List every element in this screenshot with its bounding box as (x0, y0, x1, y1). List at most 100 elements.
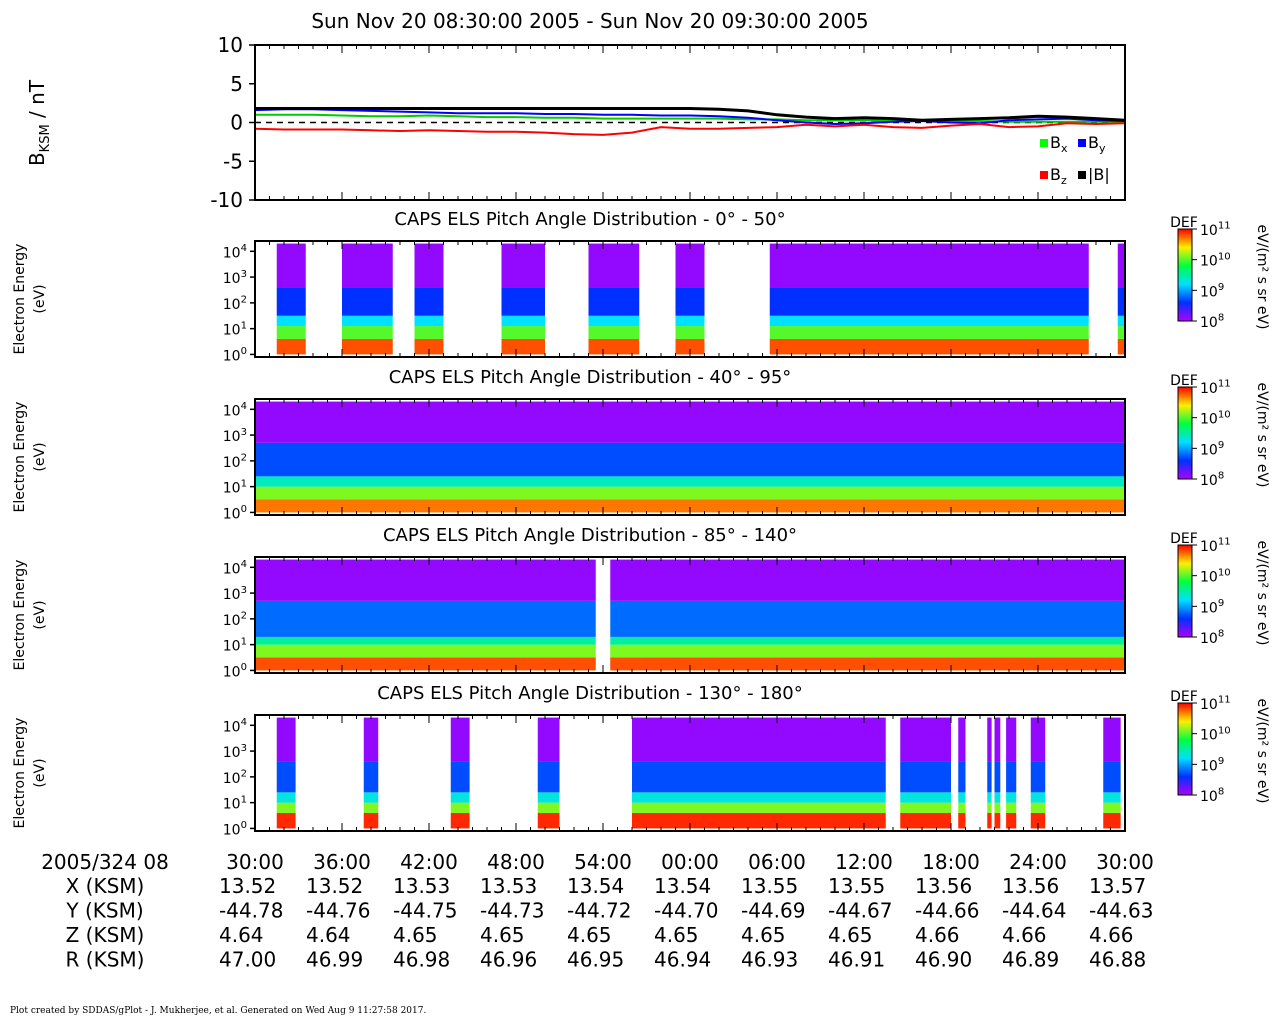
spectrogram-cell (255, 401, 1125, 443)
energy-tick-label: 101 (223, 478, 247, 496)
energy-axis-unit: (eV) (32, 442, 48, 471)
ephemeris-row-label: X (KSM) (66, 874, 145, 898)
spectrogram-cell (501, 315, 545, 327)
energy-tick-label: 104 (223, 243, 247, 261)
energy-tick-label: 101 (223, 320, 247, 338)
time-tick-label: 06:00 (748, 850, 806, 874)
ephemeris-value: 46.98 (393, 948, 450, 972)
spectrogram-cell (1030, 812, 1046, 829)
ephemeris-value: -44.67 (828, 899, 892, 923)
legend-swatch (1040, 139, 1048, 147)
colorbar-tick-label: 108 (1200, 471, 1224, 489)
colorbar (1177, 544, 1193, 638)
ephemeris-value: 4.66 (1002, 923, 1047, 947)
time-tick-label: 36:00 (313, 850, 371, 874)
energy-axis-unit: (eV) (32, 600, 48, 629)
spectrogram-cell (1117, 326, 1125, 339)
spectrogram-cell (610, 644, 1125, 658)
spectrogram-cell (276, 287, 306, 316)
mag-y-tick-label: 5 (230, 72, 243, 96)
spectrogram-cell (1030, 717, 1046, 762)
ephemeris-value: 13.53 (480, 874, 537, 898)
ephemeris-value: -44.73 (480, 899, 544, 923)
spectrogram-cell (610, 657, 1125, 671)
spectrogram-cell (1117, 338, 1125, 355)
spectrogram-cell (675, 243, 705, 288)
spectrogram-cell (675, 338, 705, 355)
spectrogram-cell (994, 802, 1001, 813)
spectrogram-cell (994, 792, 1001, 803)
spectrogram-cell (588, 326, 640, 339)
legend-swatch (1040, 171, 1048, 179)
mag-y-tick-label: -5 (223, 149, 243, 173)
spectrogram-cell (276, 792, 296, 803)
ephemeris-value: 46.88 (1089, 948, 1146, 972)
plot-title: Sun Nov 20 08:30:00 2005 - Sun Nov 20 09… (311, 9, 868, 33)
spectrogram-cell (632, 812, 886, 829)
colorbar-tick-label: 108 (1200, 629, 1224, 647)
ephemeris-row-label: Y (KSM) (65, 899, 143, 923)
colorbar-tick-label: 1011 (1200, 695, 1231, 713)
spectrogram-cell (1006, 802, 1017, 813)
spectrogram-cell (255, 636, 596, 645)
colorbar-tick-label: 1011 (1200, 379, 1231, 397)
spectrogram-cell (987, 761, 992, 793)
ephemeris-value: 4.66 (1089, 923, 1134, 947)
ephemeris-value: 13.52 (219, 874, 276, 898)
ephemeris-value: 46.99 (306, 948, 363, 972)
legend-label: Bx (1050, 133, 1068, 155)
colorbar-unit-label: eV/(m² s sr eV) (1254, 383, 1270, 488)
spectrogram-cell (276, 761, 296, 793)
spectrogram-cell (342, 338, 393, 355)
energy-tick-label: 104 (223, 559, 247, 577)
energy-axis-label: Electron Energy (12, 244, 28, 355)
ephemeris-value: 46.94 (654, 948, 711, 972)
spectrogram-cell (342, 315, 393, 327)
spectrogram-cell (537, 761, 560, 793)
spectrogram-cell (987, 812, 992, 829)
spectrogram-4 (276, 717, 1121, 829)
ephemeris-value: 4.65 (567, 923, 612, 947)
colorbar-unit-label: eV/(m² s sr eV) (1254, 541, 1270, 646)
energy-tick-label: 103 (223, 743, 247, 761)
ephemeris-value: 46.91 (828, 948, 885, 972)
spectrogram-cell (958, 717, 966, 762)
spectrogram-cell (1006, 761, 1017, 793)
spectrogram-cell (987, 717, 992, 762)
energy-axis-unit: (eV) (32, 758, 48, 787)
energy-tick-label: 102 (223, 769, 247, 787)
ephemeris-value: -44.70 (654, 899, 718, 923)
series-line-x (255, 113, 1125, 123)
colorbar-label: DEF (1170, 373, 1198, 389)
colorbar-tick-label: 109 (1200, 282, 1224, 300)
ephemeris-value: 13.55 (828, 874, 885, 898)
spectrogram-cell (769, 287, 1089, 316)
spectrogram-cell (501, 326, 545, 339)
spectrogram-title: CAPS ELS Pitch Angle Distribution - 85° … (383, 525, 797, 546)
spectrogram-cell (501, 338, 545, 355)
spectrogram-cell (414, 338, 444, 355)
spectrogram-cell (958, 802, 966, 813)
spectrogram-cell (1117, 243, 1125, 288)
spectrogram-cell (1117, 287, 1125, 316)
plot-credit-footer: Plot created by SDDAS/gPlot - J. Mukherj… (10, 1006, 427, 1016)
spectrogram-cell (276, 338, 306, 355)
colorbar-tick-label: 1010 (1200, 409, 1231, 427)
spectrogram-cell (537, 802, 560, 813)
spectrogram-cell (342, 287, 393, 316)
spectrogram-cell (675, 287, 705, 316)
spectrogram-1 (276, 243, 1125, 355)
spectrogram-cell (255, 499, 1125, 513)
colorbar-label: DEF (1170, 689, 1198, 705)
energy-tick-label: 102 (223, 295, 247, 313)
spectrogram-cell (363, 717, 379, 762)
spectrogram-cell (414, 287, 444, 316)
spectrogram-cell (276, 812, 296, 829)
energy-tick-label: 100 (223, 820, 247, 838)
energy-tick-label: 102 (223, 453, 247, 471)
ephemeris-value: 4.65 (828, 923, 873, 947)
spectrogram-cell (501, 287, 545, 316)
colorbar-unit-label: eV/(m² s sr eV) (1254, 225, 1270, 330)
spectrogram-cell (1117, 315, 1125, 327)
spectrogram-cell (987, 792, 992, 803)
